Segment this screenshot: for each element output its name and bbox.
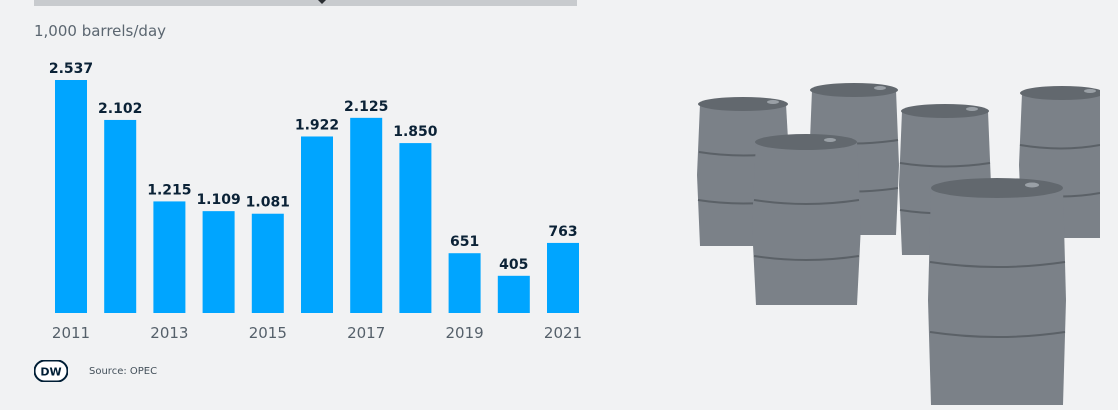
bar-2013 — [153, 201, 186, 313]
scroll-marker-icon — [318, 0, 326, 4]
barrel-icon — [752, 134, 861, 305]
x-tick-label-2019: 2019 — [446, 324, 484, 342]
bar-2019 — [448, 253, 481, 313]
bar-2020 — [497, 275, 530, 313]
bar-2015 — [251, 213, 284, 313]
data-label-2015: 1.081 — [246, 195, 290, 211]
data-label-2013: 1.215 — [147, 182, 191, 198]
bar-2017 — [350, 117, 383, 313]
bar-2021 — [547, 242, 579, 313]
oil-barrels-illustration — [697, 83, 1100, 405]
bar-chart: 2.537 2.102 1.215 1.109 1.081 1.922 2.125 1.850… — [49, 61, 582, 342]
data-label-2019: 651 — [450, 234, 479, 250]
data-label-2017: 2.125 — [344, 99, 388, 115]
data-label-2016: 1.922 — [295, 117, 339, 133]
barrel-icon — [928, 178, 1066, 405]
dw-logo: DW — [34, 360, 68, 382]
data-label-2014: 1.109 — [196, 192, 240, 208]
x-tick-label-2021: 2021 — [544, 324, 582, 342]
data-label-2012: 2.102 — [98, 101, 142, 117]
data-label-2018: 1.850 — [393, 124, 438, 140]
y-axis-unit-label: 1,000 barrels/day — [34, 22, 167, 40]
bar-2016 — [301, 136, 333, 313]
bar-2011 — [55, 80, 87, 313]
dw-logo-text: DW — [40, 366, 61, 379]
data-label-2020: 405 — [499, 257, 528, 273]
data-label-2011: 2.537 — [49, 61, 93, 77]
bar-2018 — [399, 143, 432, 313]
bar-2014 — [202, 211, 235, 313]
x-tick-label-2017: 2017 — [347, 324, 385, 342]
x-tick-label-2013: 2013 — [150, 324, 188, 342]
data-label-2021: 763 — [548, 224, 577, 240]
bar-2012 — [104, 119, 137, 313]
top-scroll-bar — [34, 0, 577, 6]
x-tick-label-2011: 2011 — [52, 324, 90, 342]
source-note: Source: OPEC — [89, 366, 158, 377]
x-tick-label-2015: 2015 — [249, 324, 287, 342]
